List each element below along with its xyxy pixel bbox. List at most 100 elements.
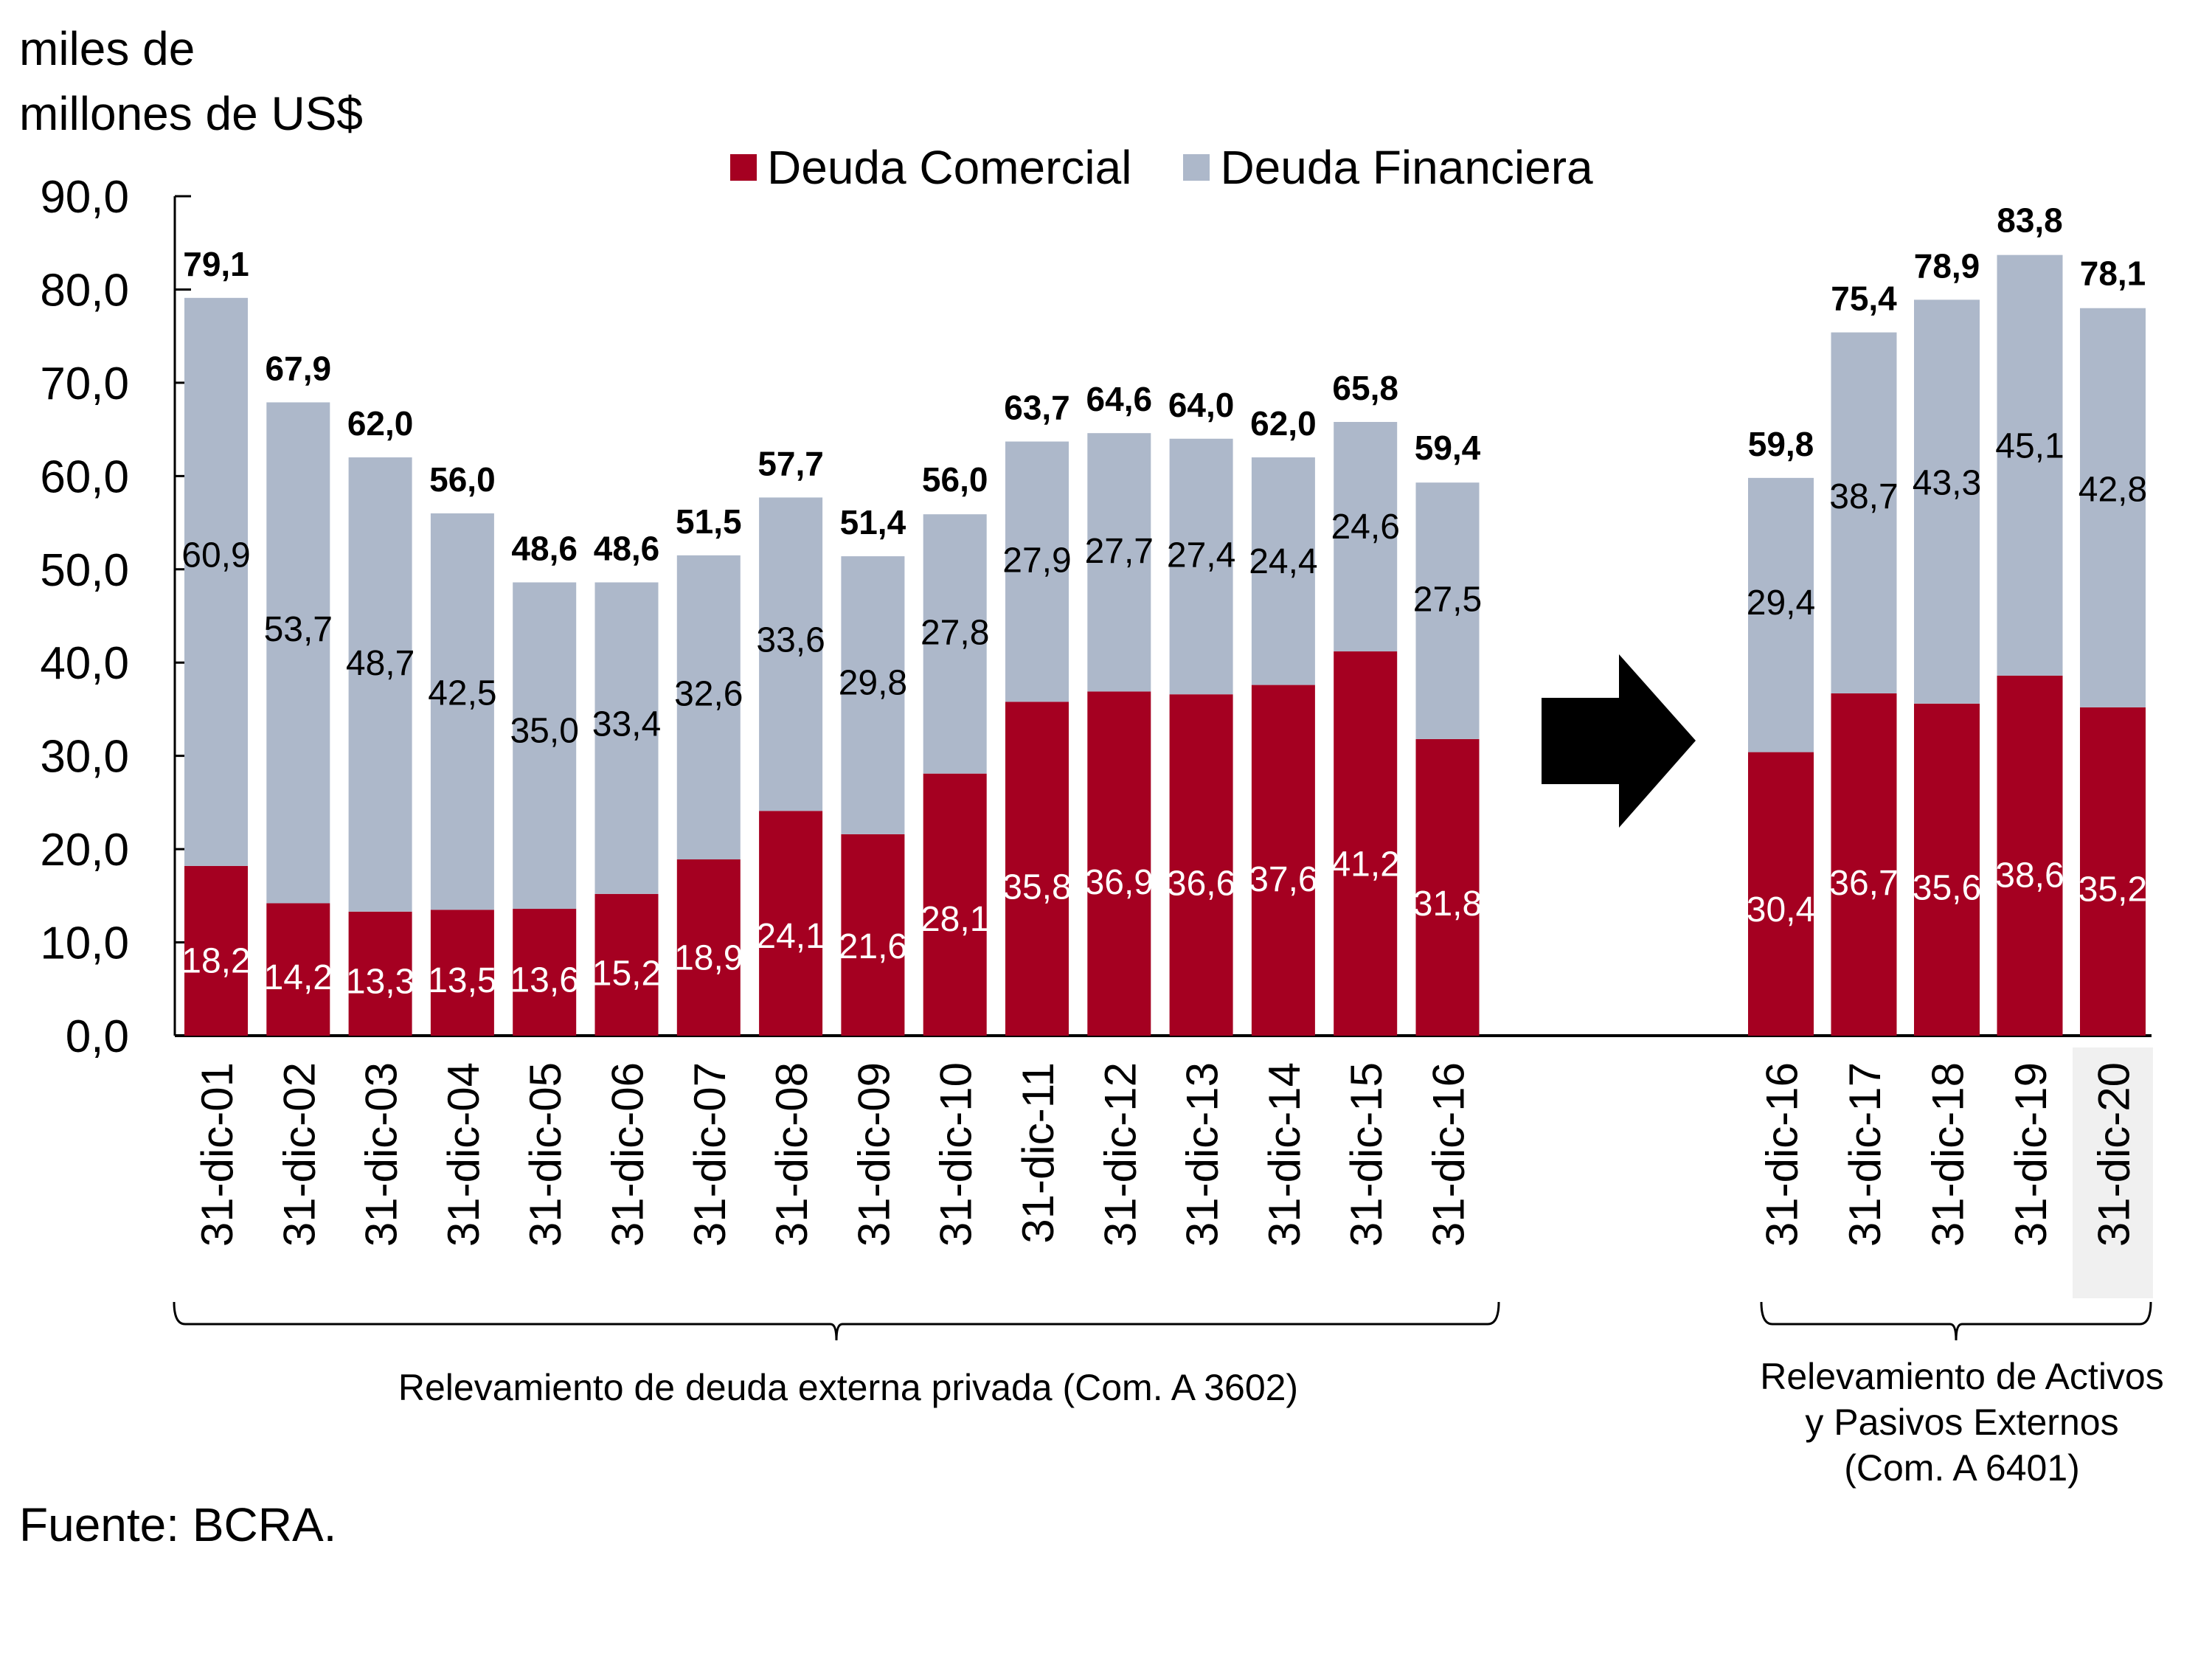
segment-value-label: 29,8 <box>839 664 907 703</box>
segment-value-label: 27,9 <box>1002 541 1071 580</box>
group2-note-line2: y Pasivos Externos <box>1805 1402 2119 1443</box>
bar-segment-comercial <box>1997 675 2063 1036</box>
segment-value-label: 27,4 <box>1167 536 1235 575</box>
segment-value-label: 48,7 <box>346 644 415 683</box>
segment-value-label: 37,6 <box>1249 860 1317 899</box>
segment-value-label: 31,8 <box>1413 884 1482 924</box>
x-tick-label: 31-dic-16 <box>1758 1062 1807 1247</box>
x-tick-label: 31-dic-19 <box>2006 1062 2056 1247</box>
segment-value-label: 21,6 <box>839 927 907 966</box>
segment-value-label: 60,9 <box>181 536 250 575</box>
y-tick-label: 20,0 <box>40 825 129 876</box>
group1-note: Relevamiento de deuda externa privada (C… <box>398 1367 1299 1408</box>
segment-value-label: 53,7 <box>264 610 333 649</box>
bar-segment-comercial <box>348 911 412 1036</box>
y-tick-label: 0,0 <box>66 1011 129 1062</box>
x-tick-label: 31-dic-09 <box>849 1062 898 1247</box>
bar-segment-financiera <box>759 497 823 811</box>
segment-value-label: 29,4 <box>1747 583 1815 623</box>
x-tick-label: 31-dic-04 <box>439 1062 488 1247</box>
segment-value-label: 36,9 <box>1085 863 1154 902</box>
total-value-label: 62,0 <box>1250 404 1317 443</box>
x-tick-label: 31-dic-15 <box>1342 1062 1391 1247</box>
segment-value-label: 32,6 <box>674 674 743 713</box>
x-tick-label: 31-dic-10 <box>932 1062 981 1247</box>
legend-label-comercial: Deuda Comercial <box>767 141 1132 194</box>
bar-segment-financiera <box>1087 433 1151 692</box>
y-tick-label: 80,0 <box>40 265 129 316</box>
y-tick-label: 30,0 <box>40 732 129 783</box>
y-axis-unit-label: miles de millones de US$ <box>19 16 363 146</box>
x-tick-label: 31-dic-13 <box>1178 1062 1227 1247</box>
bar-segment-comercial <box>2080 707 2146 1036</box>
bar-segment-financiera <box>430 513 494 910</box>
total-value-label: 56,0 <box>429 460 496 499</box>
group1-bracket <box>173 1301 1500 1341</box>
bar-segment-comercial <box>266 903 330 1036</box>
segment-value-label: 35,2 <box>2078 870 2147 910</box>
bar-segment-comercial <box>1748 752 1814 1036</box>
total-value-label: 51,5 <box>676 502 742 541</box>
group2-bracket <box>1760 1301 2152 1341</box>
total-value-label: 64,0 <box>1168 386 1235 424</box>
segment-value-label: 36,7 <box>1829 864 1898 903</box>
legend-item-comercial: Deuda Comercial <box>730 140 1131 195</box>
total-value-label: 59,8 <box>1748 425 1814 463</box>
segment-value-label: 13,3 <box>346 962 415 1001</box>
segment-value-label: 24,6 <box>1331 508 1399 547</box>
unit-line-2: millones de US$ <box>19 87 363 140</box>
total-value-label: 83,8 <box>1997 201 2063 239</box>
segment-value-label: 13,5 <box>428 961 496 1000</box>
bar-segment-comercial <box>841 834 905 1036</box>
x-tick-label: 31-dic-07 <box>685 1062 735 1247</box>
x-tick-label: 31-dic-05 <box>521 1062 570 1247</box>
total-value-label: 48,6 <box>511 529 578 567</box>
segment-value-label: 43,3 <box>1913 464 1981 503</box>
bar-segment-financiera <box>1005 441 1069 702</box>
total-value-label: 62,0 <box>347 404 414 443</box>
segment-value-label: 18,2 <box>181 941 250 980</box>
bar-segment-comercial <box>1831 693 1897 1036</box>
legend-swatch-financiera <box>1183 154 1210 181</box>
segment-value-label: 42,8 <box>2078 470 2147 509</box>
legend: Deuda Comercial Deuda Financiera <box>730 140 1645 195</box>
bar-segment-financiera <box>1831 332 1897 693</box>
segment-value-label: 27,7 <box>1085 532 1154 571</box>
y-tick-label: 70,0 <box>40 359 129 409</box>
total-value-label: 78,1 <box>2080 254 2146 292</box>
total-value-label: 56,0 <box>922 460 988 499</box>
bar-segment-financiera <box>1997 254 2063 676</box>
bar-segment-financiera <box>2080 308 2146 707</box>
bar-segment-comercial <box>923 773 987 1036</box>
total-value-label: 64,6 <box>1086 380 1153 418</box>
x-tick-label: 31-dic-02 <box>274 1062 324 1247</box>
segment-value-label: 13,6 <box>510 961 578 1000</box>
x-tick-label: 31-dic-06 <box>603 1062 653 1247</box>
group2-note: Relevamiento de Activos y Pasivos Extern… <box>1711 1354 2212 1491</box>
bar-segment-financiera <box>1251 457 1315 685</box>
bar-segment-financiera <box>594 582 659 894</box>
x-tick-label: 31-dic-20 <box>2090 1062 2139 1247</box>
bar-segment-comercial <box>430 910 494 1036</box>
y-tick-label: 10,0 <box>40 918 129 969</box>
bar-segment-financiera <box>1415 482 1480 739</box>
bar-segment-financiera <box>923 514 987 774</box>
group2-note-line1: Relevamiento de Activos <box>1760 1356 2164 1397</box>
x-tick-label: 31-dic-17 <box>1840 1062 1890 1247</box>
segment-value-label: 35,8 <box>1002 867 1071 907</box>
segment-value-label: 27,8 <box>920 613 989 652</box>
x-tick-label: 31-dic-11 <box>1013 1062 1063 1244</box>
total-value-label: 48,6 <box>594 529 660 567</box>
segment-value-label: 35,6 <box>1913 868 1981 907</box>
segment-value-label: 41,2 <box>1331 845 1399 884</box>
y-tick-label: 50,0 <box>40 545 129 596</box>
total-value-label: 67,9 <box>266 349 332 387</box>
bar-segment-financiera <box>348 457 412 912</box>
x-tick-label: 31-dic-12 <box>1095 1062 1145 1247</box>
total-value-label: 78,9 <box>1914 246 1980 285</box>
bar-segment-comercial <box>1005 702 1069 1036</box>
bar-segment-comercial <box>676 859 741 1036</box>
group2-note-line3: (Com. A 6401) <box>1844 1447 2080 1489</box>
bar-segment-comercial <box>1914 703 1980 1036</box>
